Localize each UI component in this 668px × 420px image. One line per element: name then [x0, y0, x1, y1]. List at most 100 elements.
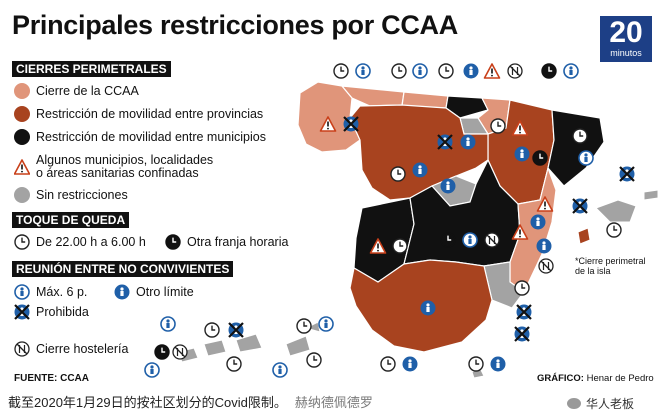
warning-icon [14, 159, 30, 175]
hospitality-closed-icon [507, 63, 523, 79]
person-six-icon [563, 63, 579, 79]
clock-other-icon [541, 63, 557, 79]
legend-heading-curfew: TOQUE DE QUEDA [12, 212, 130, 228]
clock-icon [606, 222, 622, 238]
clock-icon [14, 234, 30, 250]
person-six-icon [14, 284, 30, 300]
person-six-icon [144, 362, 160, 378]
clock-other-icon [154, 344, 170, 360]
person-prohibited-icon [342, 115, 360, 133]
legend-label: Restricción de movilidad entre municipio… [36, 130, 266, 144]
region-baleares-ibiza [577, 227, 591, 245]
legend-label: Cierre de la CCAA [36, 84, 139, 98]
legend-item-ccaa: Cierre de la CCAA [14, 83, 139, 99]
legend-heading-meetings: REUNIÓN ENTRE NO CONVIVIENTES [12, 261, 234, 277]
legend-item-max6: Máx. 6 p. [14, 284, 87, 300]
person-limit-icon [440, 178, 456, 194]
hospitality-closed-icon [538, 258, 554, 274]
clock-icon [490, 118, 506, 134]
person-six-icon [355, 63, 371, 79]
clock-icon [468, 356, 484, 372]
region-baleares-menorca [643, 189, 659, 201]
clock-icon [572, 128, 588, 144]
watermark: 华人老板 [567, 395, 634, 412]
person-six-icon [272, 362, 288, 378]
clock-icon [204, 322, 220, 338]
hospitality-closed-icon [14, 341, 30, 357]
person-limit-icon [460, 134, 476, 150]
person-prohibited-icon [513, 325, 531, 343]
legend-label: Sin restricciones [36, 188, 128, 202]
person-limit-icon [514, 146, 530, 162]
person-six-icon [160, 316, 176, 332]
caption: 截至2020年1月29日的按社区划分的Covid限制。 赫纳德佩德罗 [8, 392, 373, 411]
legend-label: Algunos municipios, localidades o áreas s… [36, 153, 214, 180]
legend-label: Otra franja horaria [187, 235, 289, 249]
person-prohibited-icon [14, 304, 30, 320]
person-limit-icon [490, 356, 506, 372]
legend-item-hosteleria: Cierre hostelería [14, 341, 128, 357]
swatch-grey [14, 187, 30, 203]
wechat-icon [567, 398, 581, 409]
legend-label: De 22.00 h a 6.00 h [36, 235, 146, 249]
island-note: *Cierre perimetral de la isla [575, 256, 646, 276]
person-limit-icon [530, 214, 546, 230]
legend-item-prohibida: Prohibida [14, 304, 89, 320]
legend-label: Prohibida [36, 305, 89, 319]
legend-label: Otro límite [136, 285, 194, 299]
clock-icon [392, 238, 408, 254]
clock-other-icon [165, 234, 181, 250]
graphic-credit: GRÁFICO: Henar de Pedro [537, 373, 654, 384]
person-prohibited-icon [515, 303, 533, 321]
person-limit-icon [463, 63, 479, 79]
legend-label: Restricción de movilidad entre provincia… [36, 107, 264, 121]
person-prohibited-icon [571, 197, 589, 215]
legend-item-confinadas: Algunos municipios, localidades o áreas s… [14, 154, 213, 180]
legend-item-curfew-standard: De 22.00 h a 6.00 h [14, 234, 146, 250]
warning-icon [483, 63, 501, 79]
person-six-icon [318, 316, 334, 332]
clock-icon [390, 166, 406, 182]
person-limit-icon [402, 356, 418, 372]
person-limit-icon [114, 284, 130, 300]
person-prohibited-icon [227, 321, 245, 339]
legend-item-curfew-other: Otra franja horaria [165, 234, 288, 250]
region-cataluna [547, 109, 605, 187]
clock-icon [391, 63, 407, 79]
swatch-brown [14, 106, 30, 122]
person-six-icon [412, 63, 428, 79]
hospitality-closed-icon [484, 232, 500, 248]
legend-label: Cierre hostelería [36, 342, 129, 356]
region-pais-vasco [445, 95, 489, 119]
legend-item-provincias: Restricción de movilidad entre provincia… [14, 106, 263, 122]
region-canarias-3 [235, 333, 263, 353]
logo-word: minutos [610, 48, 642, 58]
clock-icon [438, 63, 454, 79]
brand-logo: 20 minutos [600, 16, 652, 62]
swatch-light [14, 83, 30, 99]
caption-author: 赫纳德佩德罗 [294, 395, 373, 410]
legend-item-otro-limite: Otro límite [114, 284, 194, 300]
person-limit-icon [420, 300, 436, 316]
region-canarias-2 [203, 339, 227, 357]
person-six-icon [462, 232, 478, 248]
source-text: FUENTE: CCAA [14, 373, 89, 384]
region-canarias-4 [285, 335, 311, 357]
person-limit-icon [412, 162, 428, 178]
clock-icon [514, 280, 530, 296]
person-six-icon [578, 150, 594, 166]
caption-text: 截至2020年1月29日的按社区划分的Covid限制。 [8, 395, 287, 410]
clock-icon [333, 63, 349, 79]
person-limit-icon [536, 238, 552, 254]
clock-other-icon [532, 150, 548, 166]
swatch-black [14, 129, 30, 145]
clock-icon [306, 352, 322, 368]
hospitality-closed-icon [172, 344, 188, 360]
logo-number: 20 [609, 16, 643, 49]
clock-other-icon [440, 232, 456, 248]
clock-icon [296, 318, 312, 334]
legend-item-municipios: Restricción de movilidad entre municipio… [14, 129, 266, 145]
region-baleares-mallorca [595, 199, 637, 223]
legend-label: Máx. 6 p. [36, 285, 88, 299]
